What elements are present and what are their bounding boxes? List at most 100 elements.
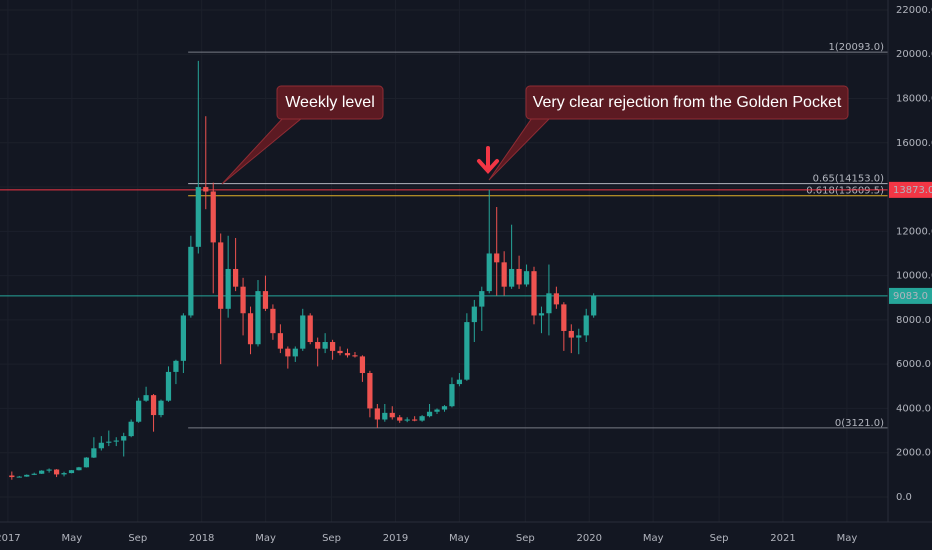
candle-body — [31, 473, 37, 475]
candle-body — [240, 286, 246, 314]
candle-body — [106, 441, 112, 443]
candle-body — [262, 291, 269, 309]
fib-level-label: 0(3121.0) — [835, 418, 884, 429]
callout-box — [276, 85, 384, 120]
candle-body — [329, 342, 336, 351]
candle-body — [546, 293, 552, 314]
candle-body — [531, 271, 537, 316]
candle-body — [61, 473, 67, 475]
x-tick-label: 2020 — [576, 533, 601, 544]
y-tick-label: 10000.0 — [896, 271, 932, 282]
x-tick-label: Sep — [322, 533, 341, 544]
callout-weekly: Weekly level — [221, 85, 384, 185]
candle-body — [165, 371, 172, 401]
callout-box — [525, 85, 849, 120]
candle-body — [501, 262, 507, 287]
candle-body — [46, 469, 52, 471]
x-tick-label: Sep — [516, 533, 535, 544]
candle-body — [98, 442, 104, 449]
y-tick-label: 6000.0 — [896, 359, 931, 370]
candle-body — [195, 187, 201, 247]
candle-body — [494, 253, 500, 263]
callout-rejection: Very clear rejection from the Golden Poc… — [488, 85, 849, 181]
candle-body — [568, 330, 574, 338]
fib-level-label: 0.65(14153.0) — [813, 174, 885, 185]
price-tag — [889, 287, 932, 304]
candle-body — [247, 313, 254, 345]
x-tick-label: May — [449, 533, 470, 544]
candle-body — [359, 356, 366, 374]
fib-level-label: 1(20093.0) — [828, 42, 884, 53]
x-tick-label: May — [643, 533, 664, 544]
candle-body — [91, 448, 97, 458]
candle-body — [53, 469, 60, 475]
x-tick-label: 2019 — [383, 533, 408, 544]
candle-body — [270, 308, 276, 334]
candle-body — [277, 333, 283, 349]
arrow-down — [477, 146, 499, 174]
candle-body — [307, 315, 313, 343]
y-tick-label: 20000.0 — [896, 49, 932, 60]
y-tick-label: 12000.0 — [896, 226, 932, 237]
candle-body — [404, 419, 410, 421]
candle-body — [426, 411, 433, 417]
y-tick-label: 22000.0 — [896, 5, 932, 16]
candle-body — [486, 253, 492, 292]
callout-text: Weekly level — [285, 94, 375, 111]
candle-body — [143, 395, 149, 401]
candle-body — [471, 306, 477, 323]
candle-body — [591, 295, 597, 316]
candle-body — [367, 373, 373, 409]
candle-body — [113, 440, 119, 442]
grid — [0, 0, 888, 522]
candle-body — [121, 436, 127, 441]
candle-body — [24, 474, 30, 477]
candle-body — [285, 348, 291, 357]
candle-body — [9, 475, 15, 478]
candle-body — [83, 457, 90, 468]
x-tick-label: Sep — [128, 533, 147, 544]
x-tick-label: 2017 — [0, 533, 21, 544]
fib-levels: 1(20093.0) 0.65(14153.0)0.618(13609.5) 0(3… — [0, 42, 888, 429]
candle-body — [382, 412, 388, 420]
price-tag-label: 9083.0 — [893, 291, 928, 302]
x-tick-label: May — [255, 533, 276, 544]
candle-body — [397, 417, 403, 421]
candle-body — [434, 409, 440, 412]
arrow-head — [477, 159, 499, 174]
candle-body — [449, 384, 455, 407]
candle-body — [441, 406, 448, 410]
candle-body — [188, 246, 194, 316]
candle-body — [180, 315, 187, 361]
y-tick-label: 16000.0 — [896, 138, 932, 149]
candle-body — [255, 291, 261, 345]
candle-body — [233, 268, 239, 287]
x-tick-label: May — [62, 533, 83, 544]
candle-body — [158, 400, 164, 416]
y-tick-label: 0.0 — [896, 492, 912, 503]
candle-body — [292, 348, 298, 357]
callout-text: Very clear rejection from the Golden Poc… — [533, 94, 842, 111]
candle-body — [210, 191, 216, 243]
candle-body — [561, 304, 567, 331]
fib-level-label: 0.618(13609.5) — [806, 186, 884, 197]
y-tick-label: 8000.0 — [896, 315, 931, 326]
x-tick-label: May — [837, 533, 858, 544]
candle-body — [322, 342, 328, 349]
candle-body — [218, 242, 224, 309]
x-tick-label: 2021 — [770, 533, 795, 544]
candle-body — [173, 360, 179, 372]
candle-body — [16, 476, 22, 478]
candle-body — [136, 400, 142, 422]
candle-body — [523, 271, 530, 285]
candle-body — [128, 421, 134, 437]
candle-body — [150, 395, 157, 416]
candle-body — [389, 412, 395, 418]
candle-body — [538, 313, 545, 316]
candle-body — [203, 187, 209, 192]
candle-body — [344, 353, 351, 356]
candle-body — [315, 342, 321, 349]
y-tick-label: 2000.0 — [896, 448, 931, 459]
